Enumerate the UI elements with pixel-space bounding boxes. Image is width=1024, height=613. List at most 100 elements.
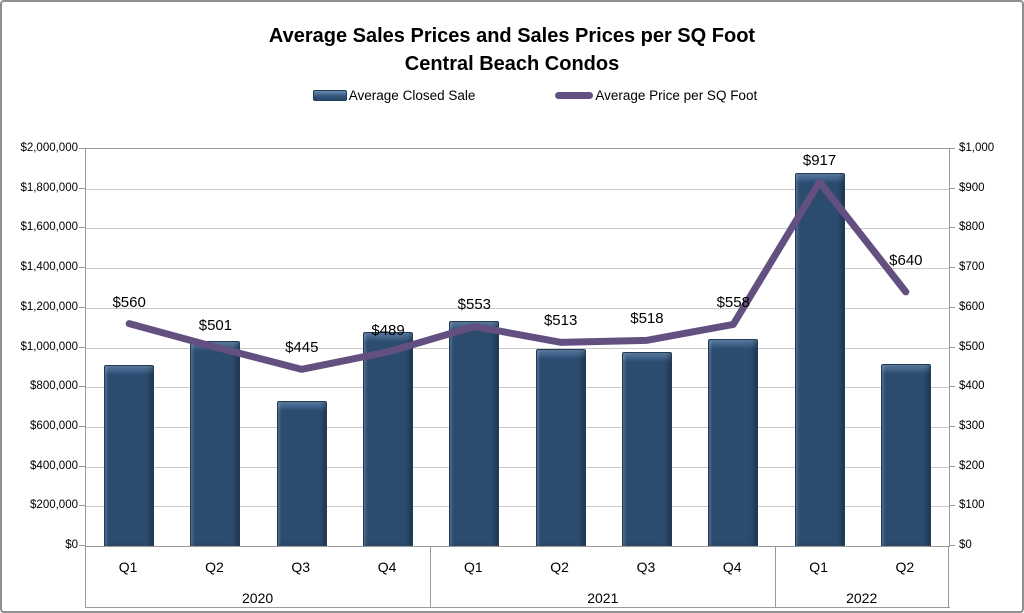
x-axis-year-label-2022: 2022 <box>846 590 878 606</box>
y-axis-right-tick <box>949 465 955 467</box>
legend-bar-label: Average Closed Sale <box>348 88 476 103</box>
y-axis-left-label: $1,000,000 <box>20 340 78 353</box>
y-axis-left-tick <box>79 227 85 229</box>
y-axis-right-tick <box>949 267 955 269</box>
bar-2020-Q3 <box>276 401 327 546</box>
bar-2020-Q4 <box>363 331 414 546</box>
y-axis-right-label: $500 <box>959 340 985 353</box>
line-data-label-2021-Q2: $513 <box>543 312 578 330</box>
legend: Average Closed Sale Average Price per SQ… <box>2 88 1022 103</box>
year-separator <box>775 546 777 607</box>
x-axis-quarter-label-2021-Q3: Q3 <box>636 559 656 575</box>
x-axis-quarter-label-2020-Q2: Q2 <box>205 559 224 575</box>
gridline <box>86 188 949 190</box>
bar-series-swatch-icon <box>312 90 347 101</box>
y-axis-right-label: $1,000 <box>959 142 995 154</box>
legend-item-price-per-sqft: Average Price per SQ Foot <box>555 88 757 103</box>
axis-bottom-line <box>85 607 950 608</box>
line-data-label-2020-Q1: $560 <box>112 293 146 311</box>
gridline <box>86 506 949 508</box>
y-axis-left-label: $2,000,000 <box>20 142 78 154</box>
y-axis-right-label: $700 <box>959 261 985 274</box>
x-axis-quarter-label-2021-Q4: Q4 <box>722 559 742 575</box>
y-axis-right-tick <box>949 425 955 427</box>
y-axis-right-label: $600 <box>959 300 985 313</box>
line-data-label-2020-Q3: $445 <box>285 339 319 357</box>
x-axis-year-label-2020: 2020 <box>242 590 274 606</box>
y-axis-right-tick <box>949 227 955 229</box>
bar-2021-Q3 <box>621 352 672 546</box>
line-data-label-2021-Q1: $553 <box>457 296 492 314</box>
x-axis-quarter-label-2020-Q3: Q3 <box>291 559 311 575</box>
y-axis-right-tick <box>949 346 955 348</box>
x-axis-quarter-label-2021-Q2: Q2 <box>550 559 569 575</box>
line-data-label-2021-Q3: $518 <box>630 310 664 328</box>
year-separator <box>85 546 86 607</box>
y-axis-right-label: $800 <box>959 221 985 234</box>
x-axis-quarter-label-2020-Q4: Q4 <box>377 559 397 575</box>
y-axis-left-label: $600,000 <box>30 419 78 432</box>
gridline <box>86 387 949 389</box>
year-separator <box>430 546 432 607</box>
line-data-label-2022-Q1: $917 <box>802 151 837 169</box>
y-axis-right-tick <box>949 545 955 546</box>
x-axis-quarter-label-2022-Q1: Q1 <box>809 559 828 575</box>
y-axis-left-label: $200,000 <box>30 499 78 512</box>
y-axis-left-tick <box>79 267 85 269</box>
gridline <box>86 347 949 349</box>
y-axis-right-tick <box>949 505 955 507</box>
y-axis-right-label: $200 <box>959 459 985 472</box>
year-separator <box>948 546 949 607</box>
y-axis-right-label: $300 <box>959 419 985 432</box>
y-axis-left-label: $1,800,000 <box>20 181 78 194</box>
y-axis-left-label: $1,400,000 <box>20 261 78 274</box>
bar-2020-Q2 <box>190 340 241 546</box>
y-axis-right-label: $100 <box>959 499 985 512</box>
gridline <box>86 307 949 309</box>
x-axis-quarter-label-2021-Q1: Q1 <box>464 559 483 575</box>
gridline <box>86 426 949 428</box>
price-per-sqft-line <box>125 178 910 373</box>
legend-line-label: Average Price per SQ Foot <box>595 88 758 103</box>
bar-2021-Q1 <box>449 320 500 546</box>
bar-2022-Q2 <box>880 364 931 546</box>
y-axis-left-tick <box>79 425 85 427</box>
gridline <box>86 466 949 468</box>
plot-area: $560 $501 $445 $489 $553 $513 $518 $558 $917 $640 <box>85 148 950 547</box>
gridline <box>86 228 949 230</box>
y-axis-left-tick <box>79 386 85 388</box>
legend-item-average-closed-sale: Average Closed Sale <box>312 88 476 103</box>
y-axis-left-label: $400,000 <box>30 459 78 472</box>
y-axis-left-tick <box>79 187 85 189</box>
y-axis-left-label: $800,000 <box>30 380 78 393</box>
gridline <box>86 268 949 270</box>
y-axis-right-tick <box>949 187 955 189</box>
y-axis-left-tick <box>79 346 85 348</box>
x-axis-quarter-label-2022-Q2: Q2 <box>895 559 915 575</box>
y-axis-left-label: $1,600,000 <box>20 221 78 234</box>
y-axis-right-label: $900 <box>959 181 985 194</box>
line-data-label-2022-Q2: $640 <box>889 251 923 269</box>
y-axis-right-tick <box>949 386 955 388</box>
y-axis-left-tick <box>79 148 85 149</box>
y-axis-left-tick <box>79 545 85 546</box>
y-axis-left-label: $1,200,000 <box>20 300 78 313</box>
y-axis-right-label: $400 <box>959 380 985 393</box>
chart-title-line2: Central Beach Condos <box>404 53 620 75</box>
chart-title-line1: Average Sales Prices and Sales Prices pe… <box>268 25 756 47</box>
line-data-label-2020-Q4: $489 <box>371 321 405 339</box>
line-series-swatch-icon <box>555 92 594 99</box>
bar-2022-Q1 <box>794 172 845 546</box>
y-axis-right-label: $0 <box>959 539 972 551</box>
x-axis-year-label-2021: 2021 <box>587 590 619 606</box>
line-data-label-2020-Q2: $501 <box>198 317 233 335</box>
y-axis-left-label: $0 <box>65 539 78 551</box>
line-data-label-2021-Q4: $558 <box>716 294 750 312</box>
x-axis-quarter-label-2020-Q1: Q1 <box>118 559 138 575</box>
bar-2020-Q1 <box>104 365 155 546</box>
y-axis-left-tick <box>79 306 85 308</box>
y-axis-right-tick <box>949 148 955 149</box>
bar-2021-Q2 <box>535 349 586 546</box>
y-axis-left-tick <box>79 465 85 467</box>
